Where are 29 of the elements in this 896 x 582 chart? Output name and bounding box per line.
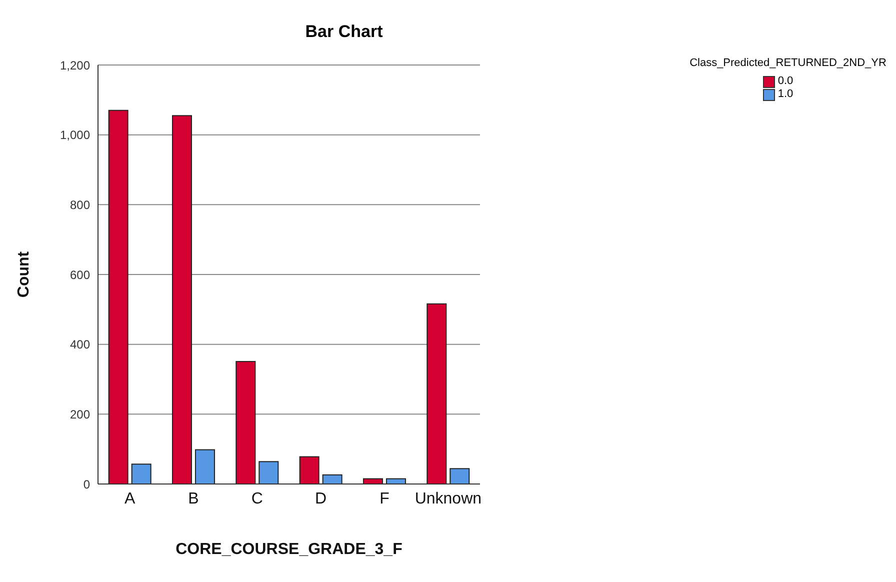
- y-axis-title: Count: [16, 250, 33, 298]
- chart-title: Bar Chart: [304, 22, 384, 42]
- bar: [108, 110, 128, 484]
- y-tick-label: 400: [70, 338, 90, 352]
- y-tick-label: 1,200: [60, 58, 90, 72]
- x-tick-label: F: [380, 490, 390, 508]
- bar: [299, 456, 320, 484]
- x-tick-label: A: [124, 490, 136, 508]
- x-tick-label: C: [251, 490, 263, 508]
- bar: [172, 115, 192, 484]
- legend-label: 0.0: [778, 75, 794, 88]
- bar: [322, 474, 342, 484]
- y-tick-label: 200: [70, 407, 90, 422]
- y-tick-label: 1,000: [60, 128, 90, 142]
- x-axis-title: CORE_COURSE_GRADE_3_F: [176, 541, 403, 558]
- bar: [450, 468, 470, 484]
- x-tick-label: D: [315, 490, 327, 508]
- bar: [236, 360, 256, 484]
- x-tick-label: Unknown: [414, 490, 482, 508]
- x-tick-label: B: [188, 490, 199, 508]
- bar: [426, 303, 447, 484]
- legend-title: Class_Predicted_RETURNED_2ND_YR: [688, 57, 888, 69]
- bar: [194, 449, 215, 484]
- y-tick-label: 800: [70, 198, 90, 212]
- bar: [258, 461, 279, 484]
- y-tick-label: 0: [83, 477, 90, 492]
- y-tick-label: 600: [70, 268, 90, 282]
- bar: [131, 464, 152, 484]
- legend-label: 1.0: [778, 88, 794, 101]
